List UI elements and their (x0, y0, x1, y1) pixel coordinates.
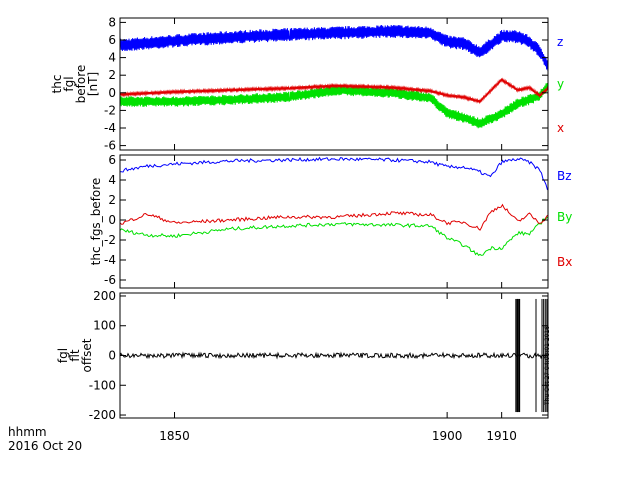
ylabel-bottom-1: flt (68, 349, 82, 362)
ytick-label-middle--4: -4 (104, 253, 116, 267)
ytick-label-top-0: 0 (108, 86, 116, 100)
ylabel-top-2: before (74, 65, 88, 104)
ytick-label-top--2: -2 (104, 103, 116, 117)
ylabel-top-1: fgl (62, 76, 76, 91)
footer-hhmm: hhmm (8, 425, 47, 439)
ylabel-middle: thc_fgs_before (89, 178, 103, 266)
ytick-label-top-4: 4 (108, 51, 116, 65)
ytick-label-middle-6: 6 (108, 153, 116, 167)
panel-bottom-data (120, 298, 548, 413)
ytick-label-top-8: 8 (108, 15, 116, 29)
ylabel-bottom-0: fgl (56, 348, 70, 363)
ytick-label-bottom-100: 100 (93, 319, 116, 333)
legend-middle-Bz: Bz (557, 169, 572, 183)
ylabel-top-0: thc (50, 75, 64, 94)
ytick-label-middle--6: -6 (104, 273, 116, 287)
ylabel-top-3: [nT] (86, 72, 100, 96)
legend-top-z: z (557, 35, 563, 49)
footer-date: 2016 Oct 20 (8, 439, 83, 453)
ytick-label-bottom--200: -200 (89, 408, 116, 422)
ytick-label-bottom-200: 200 (93, 289, 116, 303)
ytick-label-middle-0: 0 (108, 213, 116, 227)
xtick-label-1910: 1910 (486, 429, 517, 443)
panel-middle-frame (119, 154, 549, 289)
offset-trace (120, 351, 548, 360)
ytick-label-top--6: -6 (104, 139, 116, 153)
series-top-z (120, 24, 548, 71)
panel-top-data (120, 24, 548, 129)
ytick-label-middle-2: 2 (108, 193, 116, 207)
ytick-label-bottom--100: -100 (89, 378, 116, 392)
series-middle-Bz (120, 156, 548, 191)
panel-middle-data (120, 156, 548, 256)
ytick-label-top--4: -4 (104, 121, 116, 135)
series-middle-By (120, 216, 548, 256)
xtick-label-1900: 1900 (432, 429, 463, 443)
ytick-label-middle-4: 4 (108, 173, 116, 187)
ylabel-bottom-2: offset (80, 338, 94, 372)
ytick-label-top-2: 2 (108, 68, 116, 82)
plot-timestamp: Thu Oct 27 04:08:01 2016 (544, 325, 551, 405)
ytick-label-bottom-0: 0 (108, 349, 116, 363)
ytick-label-middle--2: -2 (104, 233, 116, 247)
legend-middle-By: By (557, 210, 572, 224)
xtick-label-1850: 1850 (159, 429, 190, 443)
panel-top-frame (119, 17, 549, 151)
legend-top-y: y (557, 77, 564, 91)
series-top-x (120, 77, 548, 105)
legend-middle-Bx: Bx (557, 255, 572, 269)
ytick-label-top-6: 6 (108, 33, 116, 47)
series-middle-Bx (120, 203, 548, 231)
legend-top-x: x (557, 121, 564, 135)
series-top-y (120, 82, 548, 129)
